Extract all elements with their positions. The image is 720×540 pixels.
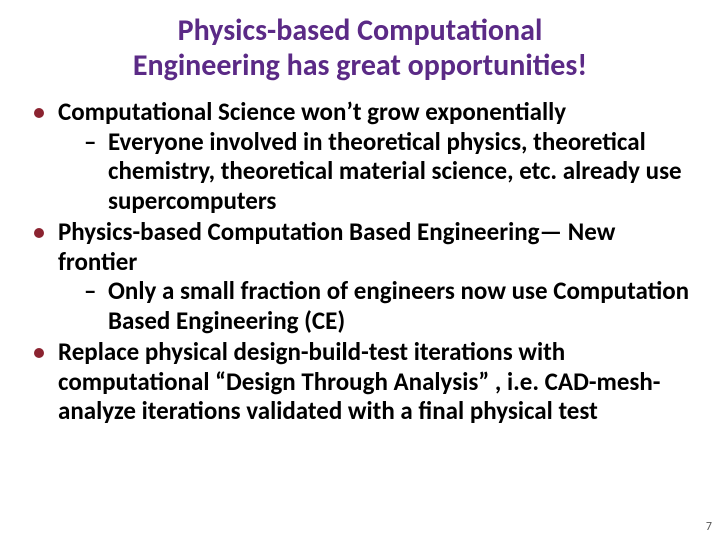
bullet-item: Physics-based Computation Based Engineer… [28,217,692,335]
bullet-text: Physics-based Computation Based Engineer… [58,216,615,277]
sub-bullet-list: Only a small fraction of engineers now u… [58,276,692,335]
bullet-text: Computational Science won’t grow exponen… [58,96,566,127]
bullet-list: Computational Science won’t grow exponen… [28,97,692,426]
sub-bullet-item: Everyone involved in theoretical physics… [84,127,692,216]
bullet-text: Replace physical design-build-test itera… [58,336,660,426]
sub-bullet-text: Everyone involved in theoretical physics… [108,126,682,216]
sub-bullet-item: Only a small fraction of engineers now u… [84,276,692,335]
bullet-item: Computational Science won’t grow exponen… [28,97,692,215]
sub-bullet-list: Everyone involved in theoretical physics… [58,127,692,216]
sub-bullet-text: Only a small fraction of engineers now u… [108,275,689,336]
title-line-2: Engineering has great opportunities! [133,47,587,84]
title-line-1: Physics-based Computational [178,12,543,49]
slide: Physics-based Computational Engineering … [0,0,720,540]
slide-title: Physics-based Computational Engineering … [0,0,720,89]
page-number: 7 [706,520,712,534]
slide-body: Computational Science won’t grow exponen… [0,89,720,426]
bullet-item: Replace physical design-build-test itera… [28,337,692,426]
